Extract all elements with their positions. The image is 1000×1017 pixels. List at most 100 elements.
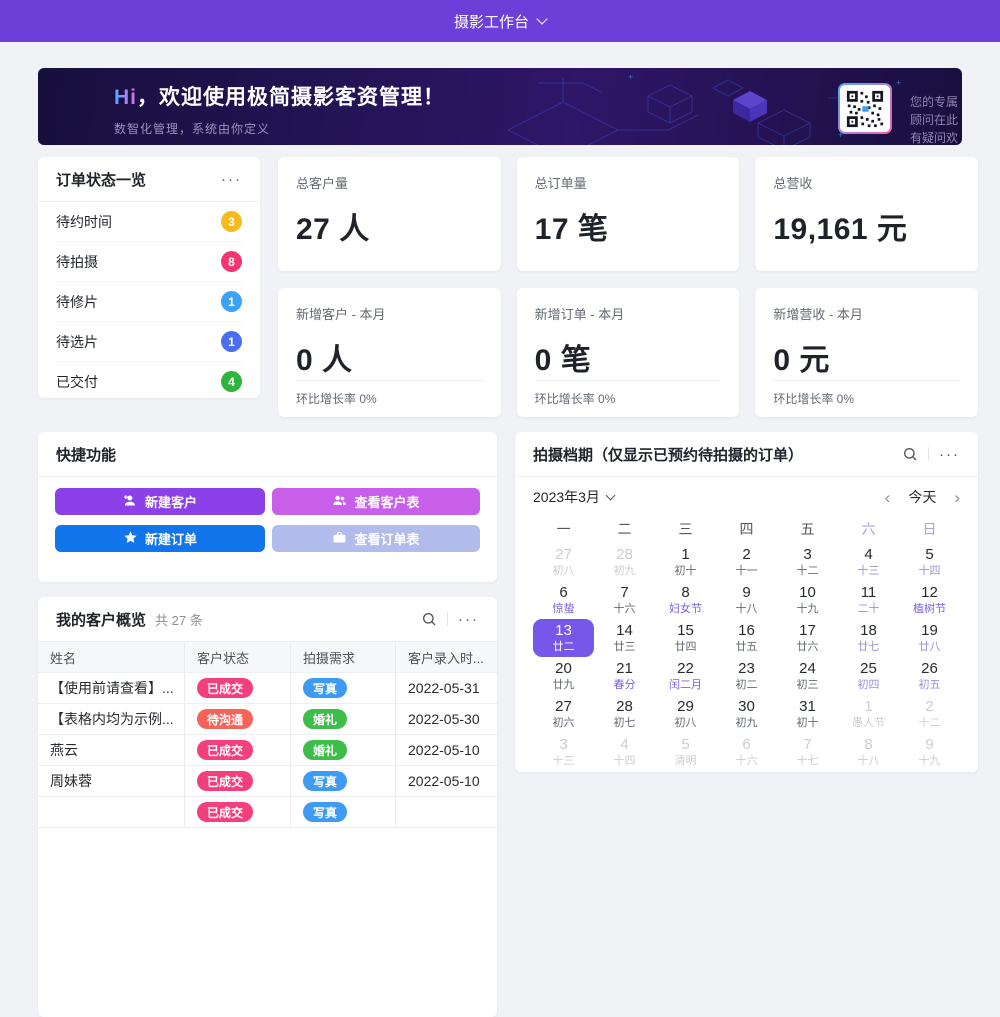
order-status-item[interactable]: 待拍摄 8 <box>56 242 242 282</box>
day-number: 19 <box>921 622 938 639</box>
calendar-day[interactable]: 27 初六 <box>533 695 594 733</box>
table-row[interactable]: 【使用前请查看】... 已成交 写真 2022-05-31 <box>38 673 497 704</box>
workbench-title-dropdown[interactable]: 摄影工作台 <box>454 11 548 32</box>
calendar-day[interactable]: 10 十九 <box>777 581 838 619</box>
status-badge: 待沟通 <box>197 709 254 729</box>
day-number: 2 <box>925 698 934 715</box>
today-button[interactable]: 今天 <box>908 489 937 505</box>
new-order-button[interactable]: 新建订单 <box>55 525 265 552</box>
calendar-day[interactable]: 17 廿六 <box>777 619 838 657</box>
stat-card: 新增订单 - 本月 0 笔 环比增长率 0% <box>516 288 740 417</box>
cell-customer-name <box>38 797 185 827</box>
stat-value: 0 笔 <box>534 344 592 377</box>
month-selector[interactable]: 2023年3月 <box>533 487 616 507</box>
weekday-label: 三 <box>678 521 693 537</box>
weekday-header: 一二三四五六日 <box>533 517 960 541</box>
next-month-button[interactable]: › <box>954 487 960 507</box>
calendar-day[interactable]: 20 廿九 <box>533 657 594 695</box>
weekday-label: 日 <box>922 521 937 537</box>
column-header: 客户状态 <box>185 642 291 672</box>
calendar-day[interactable]: 31 初十 <box>777 695 838 733</box>
stat-value: 17 笔 <box>534 213 609 246</box>
calendar-day[interactable]: 3 十二 <box>777 543 838 581</box>
count-badge: 8 <box>221 251 242 272</box>
calendar-day[interactable]: 5 十四 <box>899 543 960 581</box>
calendar-day[interactable]: 2 十二 <box>899 695 960 733</box>
calendar-day[interactable]: 29 初八 <box>655 695 716 733</box>
calendar-day[interactable]: 7 十七 <box>777 733 838 771</box>
table-row[interactable]: 已成交 写真 <box>38 797 497 828</box>
calendar-day[interactable]: 6 惊蛰 <box>533 581 594 619</box>
calendar-day[interactable]: 9 十九 <box>899 733 960 771</box>
day-number: 11 <box>860 584 877 601</box>
calendar-day[interactable]: 2 十一 <box>716 543 777 581</box>
calendar-day[interactable]: 9 十八 <box>716 581 777 619</box>
day-number: 25 <box>860 660 877 677</box>
calendar-day[interactable]: 24 初三 <box>777 657 838 695</box>
calendar-day[interactable]: 8 十八 <box>838 733 899 771</box>
status-badge: 已成交 <box>197 740 254 760</box>
calendar-day[interactable]: 25 初四 <box>838 657 899 695</box>
calendar-day[interactable]: 30 初九 <box>716 695 777 733</box>
customers-title: 我的客户概览 <box>56 611 147 629</box>
table-row[interactable]: 燕云 已成交 婚礼 2022-05-10 <box>38 735 497 766</box>
calendar-day[interactable]: 23 初二 <box>716 657 777 695</box>
svg-text:+: + <box>838 130 843 140</box>
view-customers-button[interactable]: 查看客户表 <box>272 488 480 515</box>
day-lunar-label: 廿四 <box>674 641 697 653</box>
order-status-list: 待约时间 3 待拍摄 8 待修片 1 待选片 1 已交付 4 <box>38 202 260 401</box>
status-badge: 已成交 <box>197 771 254 791</box>
calendar-day[interactable]: 27 初八 <box>533 543 594 581</box>
calendar-day[interactable]: 15 廿四 <box>655 619 716 657</box>
star-icon <box>123 530 138 548</box>
order-status-item[interactable]: 已交付 4 <box>56 362 242 401</box>
table-row[interactable]: 周妹蓉 已成交 写真 2022-05-10 <box>38 766 497 797</box>
calendar-day[interactable]: 5 清明 <box>655 733 716 771</box>
calendar-day[interactable]: 14 廿三 <box>594 619 655 657</box>
calendar-day[interactable]: 16 廿五 <box>716 619 777 657</box>
calendar-day[interactable]: 11 二十 <box>838 581 899 619</box>
advisor-qr-code <box>838 83 892 134</box>
new-customer-button[interactable]: 新建客户 <box>55 488 265 515</box>
calendar-day[interactable]: 22 闰二月 <box>655 657 716 695</box>
calendar-day[interactable]: 28 初九 <box>594 543 655 581</box>
calendar-day[interactable]: 12 植树节 <box>899 581 960 619</box>
calendar-day[interactable]: 1 初十 <box>655 543 716 581</box>
calendar-day[interactable]: 21 春分 <box>594 657 655 695</box>
people-icon <box>332 493 347 511</box>
day-lunar-label: 廿八 <box>918 641 941 653</box>
more-menu-icon[interactable]: ··· <box>221 170 242 188</box>
search-icon[interactable] <box>902 446 918 462</box>
day-lunar-label: 廿三 <box>613 641 636 653</box>
more-menu-icon[interactable]: ··· <box>939 445 960 463</box>
order-status-item[interactable]: 待约时间 3 <box>56 202 242 242</box>
day-lunar-label: 十三 <box>552 755 575 767</box>
view-orders-button[interactable]: 查看订单表 <box>272 525 480 552</box>
order-status-item[interactable]: 待修片 1 <box>56 282 242 322</box>
calendar-day[interactable]: 28 初七 <box>594 695 655 733</box>
prev-month-button[interactable]: ‹ <box>884 487 891 507</box>
more-menu-icon[interactable]: ··· <box>458 610 479 628</box>
calendar-day[interactable]: 26 初五 <box>899 657 960 695</box>
calendar-day[interactable]: 18 廿七 <box>838 619 899 657</box>
calendar-day[interactable]: 1 愚人节 <box>838 695 899 733</box>
calendar-day[interactable]: 7 十六 <box>594 581 655 619</box>
day-lunar-label: 初九 <box>735 717 758 729</box>
table-row[interactable]: 【表格内均为示例... 待沟通 婚礼 2022-05-30 <box>38 704 497 735</box>
stat-value: 19,161 元 <box>773 213 908 246</box>
calendar-day[interactable]: 8 妇女节 <box>655 581 716 619</box>
day-lunar-label: 二十 <box>857 603 880 615</box>
calendar-day[interactable]: 3 十三 <box>533 733 594 771</box>
calendar-day[interactable]: 13 廿二 <box>533 619 594 657</box>
search-icon[interactable] <box>421 611 437 627</box>
stats-row-total: 总客户量 27 人 总订单量 17 笔 总营收 19,161 元 <box>278 157 979 271</box>
welcome-banner: + + + Hi，欢迎使用极简摄影客资管理！ 数智化管理，系统由你定义 <box>38 68 962 145</box>
calendar-day[interactable]: 4 十四 <box>594 733 655 771</box>
day-number: 20 <box>555 660 572 677</box>
day-number: 29 <box>677 698 694 715</box>
calendar-day[interactable]: 4 十三 <box>838 543 899 581</box>
calendar-day[interactable]: 19 廿八 <box>899 619 960 657</box>
svg-text:+: + <box>628 72 633 82</box>
calendar-day[interactable]: 6 十六 <box>716 733 777 771</box>
order-status-item[interactable]: 待选片 1 <box>56 322 242 362</box>
